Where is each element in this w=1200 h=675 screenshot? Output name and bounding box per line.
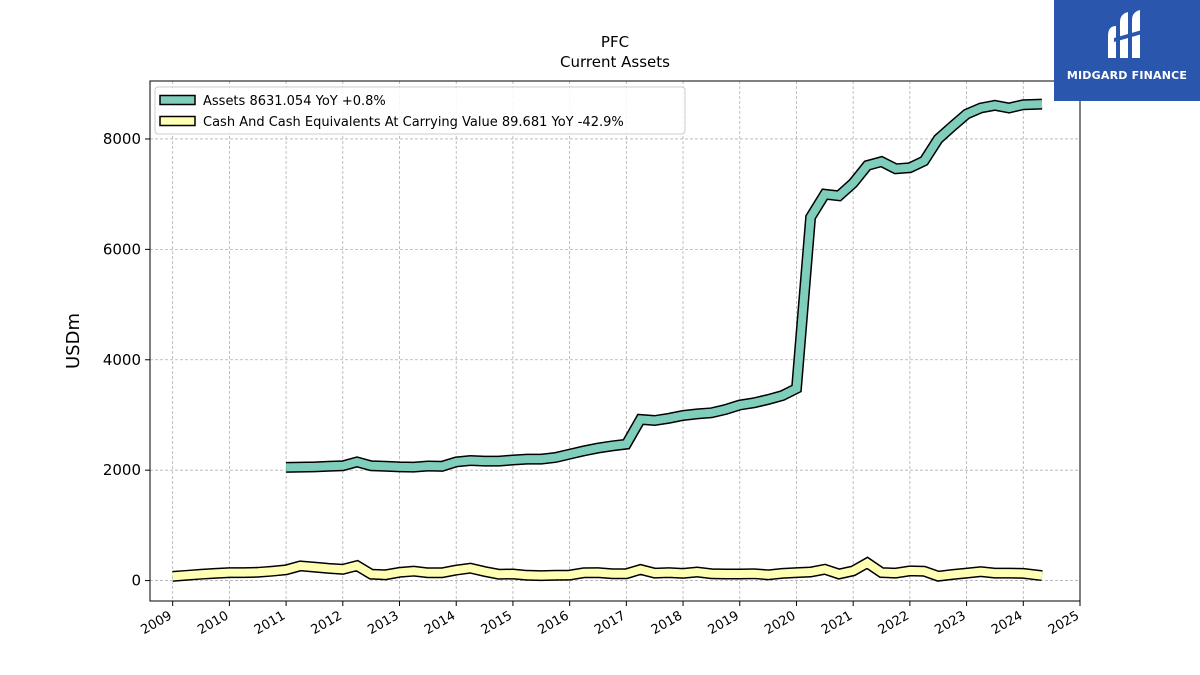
x-tick-label: 2015 (479, 608, 515, 638)
x-tick-label: 2021 (819, 608, 855, 638)
x-tick-label: 2024 (989, 608, 1025, 638)
y-tick-label: 6000 (103, 240, 141, 258)
y-tick-label: 0 (131, 572, 141, 590)
x-tick-label: 2018 (649, 608, 685, 638)
x-tick-label: 2020 (762, 608, 798, 638)
x-tick-label: 2019 (706, 608, 742, 638)
legend-swatch (159, 115, 196, 127)
x-tick-label: 2017 (592, 608, 628, 638)
midgard-finance-logo: MIDGARD FINANCE (1054, 0, 1200, 101)
x-tick-label: 2011 (252, 608, 288, 638)
x-tick-label: 2012 (309, 608, 345, 638)
y-tick-label: 2000 (103, 461, 141, 479)
chart-title: PFC (600, 33, 630, 51)
x-tick-label: 2025 (1046, 608, 1082, 638)
x-tick-label: 2010 (195, 608, 231, 638)
legend-label: Cash And Cash Equivalents At Carrying Va… (203, 115, 624, 130)
y-axis-label: USDm (63, 313, 84, 369)
logo-text: MIDGARD FINANCE (1066, 69, 1188, 82)
legend-label: Assets 8631.054 YoY +0.8% (203, 94, 386, 109)
y-tick-label: 4000 (103, 351, 141, 369)
y-tick-label: 8000 (103, 130, 141, 148)
plot-frame (149, 80, 1081, 602)
x-tick-label: 2022 (876, 608, 912, 638)
series-line (172, 558, 1043, 581)
x-tick-label: 2013 (365, 608, 401, 638)
legend-box (154, 86, 686, 135)
midgard-logo-icon (1108, 10, 1142, 58)
chart-subtitle: Current Assets (560, 53, 670, 71)
legend-swatch (159, 94, 196, 106)
x-tick-label: 2016 (535, 608, 571, 638)
series-line (286, 100, 1043, 472)
x-tick-label: 2009 (139, 608, 175, 638)
x-tick-label: 2023 (932, 608, 968, 638)
x-tick-label: 2014 (422, 608, 458, 638)
